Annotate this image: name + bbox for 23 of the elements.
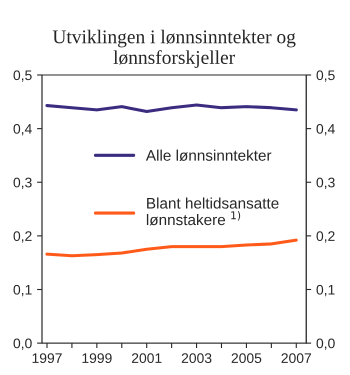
y-tick-label: 0,1 [14, 284, 32, 296]
line-series [45, 238, 298, 258]
x-tick-label: 2001 [132, 353, 162, 364]
x-tick-label: 2007 [282, 353, 312, 364]
x-tick-label: 2005 [232, 353, 262, 364]
legend-label: Blant heltidsansatte lønnstakere $^{1)}$ [146, 197, 279, 226]
y-tick-label: 0,2 [14, 231, 32, 243]
y2-tick-label: 0,1 [316, 284, 335, 296]
x-tick-label: 2003 [182, 353, 212, 364]
line-series [45, 104, 298, 113]
y-tick-label: 0,4 [14, 124, 32, 136]
y2-tick-label: 0,4 [316, 124, 335, 136]
y-tick-label: 0,3 [14, 178, 32, 190]
y2-tick-label: 0,5 [316, 70, 335, 82]
y-tick-label: 0,0 [14, 338, 32, 350]
y2-tick-label: 0,3 [316, 178, 335, 190]
x-tick-label: 1997 [32, 353, 62, 364]
legend-label: Alle lønnsinntekter [146, 150, 272, 161]
y2-tick-label: 0,2 [316, 231, 335, 243]
y2-tick-label: 0,0 [316, 338, 335, 350]
y-tick-label: 0,5 [14, 70, 32, 82]
chart-title: Utviklingen i lønnsinntekter og lønnsforskjeller [52, 30, 296, 68]
x-tick-label: 1999 [82, 353, 112, 364]
